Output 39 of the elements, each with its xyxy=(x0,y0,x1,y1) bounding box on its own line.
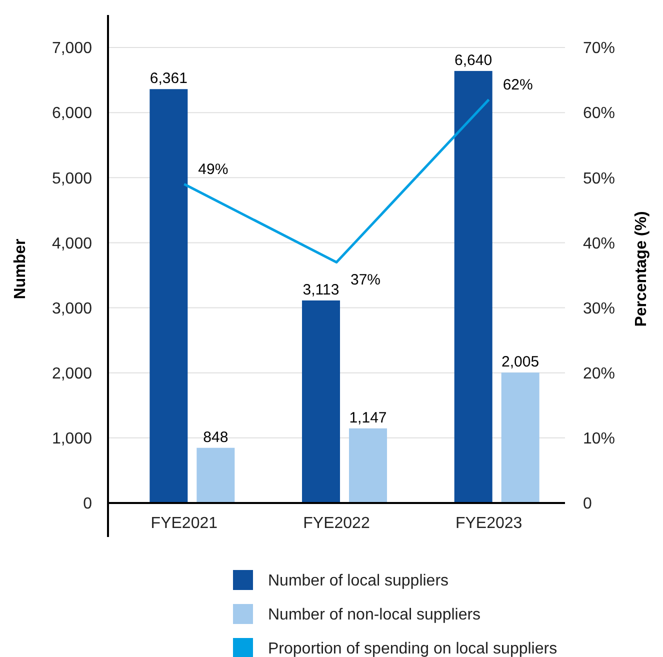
y-tick-label: 4,000 xyxy=(52,235,92,252)
data-label: 848 xyxy=(203,428,228,446)
y2-tick-label: 70% xyxy=(583,40,616,58)
y-axis-title: Number xyxy=(12,238,29,300)
y2-tick-label: 0 xyxy=(583,496,592,513)
legend-label: Number of non-local suppliers xyxy=(268,606,481,624)
y-tick-label: 7,000 xyxy=(52,40,92,58)
data-label: 1,147 xyxy=(349,409,387,426)
y2-tick-label: 20% xyxy=(583,365,616,382)
data-label: 3,113 xyxy=(302,281,340,298)
x-tick-label: FYE2023 xyxy=(455,515,522,532)
bar xyxy=(501,372,540,503)
x-tick-label: FYE2021 xyxy=(150,515,218,532)
x-tick-label: FYE2022 xyxy=(303,515,370,532)
bar xyxy=(349,428,387,503)
data-label: 6,640 xyxy=(454,52,492,69)
bar xyxy=(302,300,340,503)
y2-tick-label: 40% xyxy=(583,235,616,252)
bar xyxy=(150,89,188,503)
data-label: 37% xyxy=(350,271,381,288)
y2-tick-label: 60% xyxy=(583,105,616,122)
legend-label: Proportion of spending on local suppliers xyxy=(268,640,558,657)
y-tick-label: 3,000 xyxy=(52,300,92,318)
y-tick-label: 2,000 xyxy=(52,365,92,382)
y2-tick-label: 10% xyxy=(583,430,616,448)
y-tick-label: 1,000 xyxy=(52,430,92,448)
data-label: 6,361 xyxy=(150,70,188,88)
y2-tick-label: 50% xyxy=(583,170,616,188)
legend-label: Number of local suppliers xyxy=(268,572,449,590)
y-tick-label: 0 xyxy=(83,496,92,513)
y2-axis-title: Percentage (%) xyxy=(633,211,650,327)
y-tick-label: 5,000 xyxy=(52,170,92,188)
y-tick-label: 6,000 xyxy=(52,105,92,122)
data-label: 2,005 xyxy=(502,354,540,371)
data-label: 62% xyxy=(502,76,533,94)
bar xyxy=(196,448,235,503)
data-label: 49% xyxy=(198,161,228,178)
y2-tick-label: 30% xyxy=(583,300,616,318)
bar xyxy=(454,70,492,503)
